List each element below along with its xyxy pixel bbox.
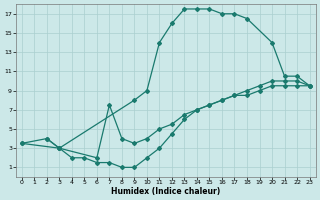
X-axis label: Humidex (Indice chaleur): Humidex (Indice chaleur) bbox=[111, 187, 220, 196]
